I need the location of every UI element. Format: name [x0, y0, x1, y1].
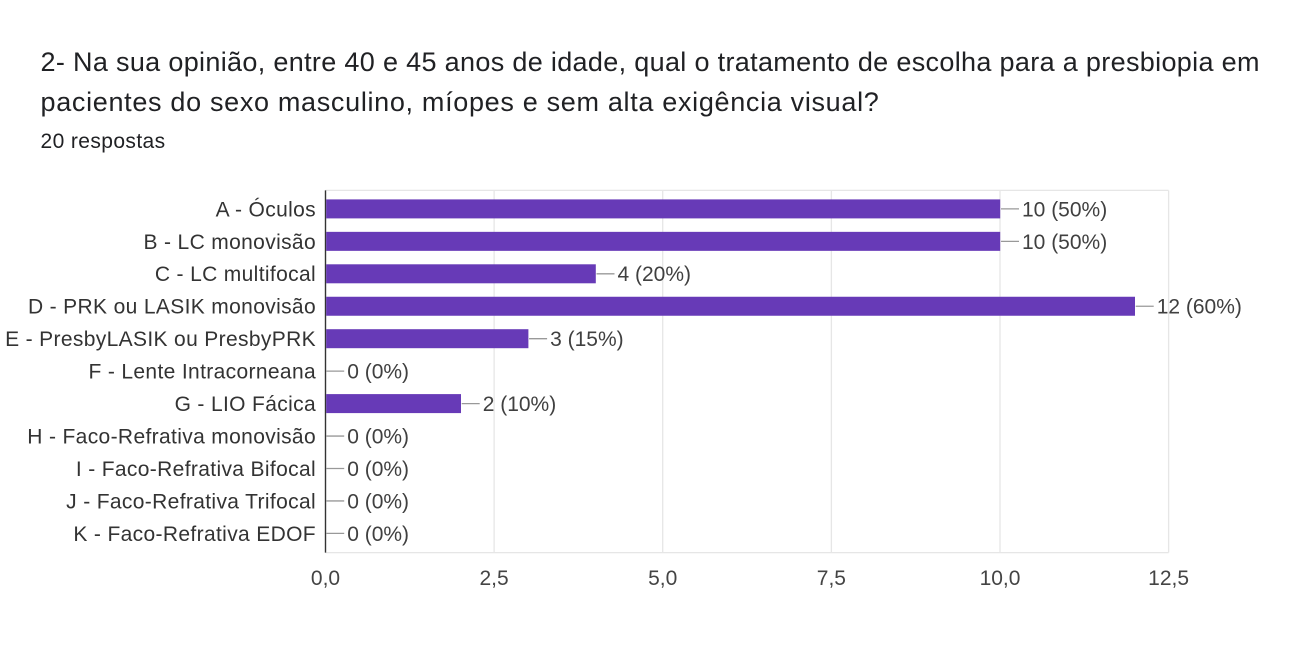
svg-text:4 (20%): 4 (20%) [618, 263, 692, 286]
svg-text:A - Óculos: A - Óculos [216, 198, 316, 221]
svg-text:2- Na sua opinião, entre 40 e: 2- Na sua opinião, entre 40 e 45 anos de… [41, 47, 1260, 77]
svg-text:5,0: 5,0 [648, 567, 677, 590]
svg-text:J - Faco-Refrativa Trifocal: J - Faco-Refrativa Trifocal [66, 490, 316, 513]
svg-text:0 (0%): 0 (0%) [347, 425, 409, 448]
svg-text:0 (0%): 0 (0%) [347, 361, 409, 384]
svg-text:12 (60%): 12 (60%) [1157, 296, 1242, 319]
svg-text:I - Faco-Refrativa Bifocal: I - Faco-Refrativa Bifocal [76, 458, 316, 481]
svg-text:B - LC monovisão: B - LC monovisão [143, 231, 316, 254]
svg-text:0 (0%): 0 (0%) [347, 458, 409, 481]
svg-text:20 respostas: 20 respostas [41, 130, 166, 153]
svg-text:7,5: 7,5 [817, 567, 846, 590]
svg-text:C - LC multifocal: C - LC multifocal [155, 263, 316, 286]
svg-text:3 (15%): 3 (15%) [550, 328, 624, 351]
svg-text:2,5: 2,5 [479, 567, 508, 590]
svg-text:10,0: 10,0 [980, 567, 1021, 590]
svg-text:10 (50%): 10 (50%) [1022, 198, 1107, 221]
svg-text:2 (10%): 2 (10%) [483, 393, 557, 416]
svg-text:E - PresbyLASIK ou PresbyPRK: E - PresbyLASIK ou PresbyPRK [5, 328, 316, 351]
svg-text:H - Faco-Refrativa monovisão: H - Faco-Refrativa monovisão [27, 425, 316, 448]
svg-text:0 (0%): 0 (0%) [347, 490, 409, 513]
svg-text:12,5: 12,5 [1148, 567, 1189, 590]
svg-text:D - PRK ou LASIK monovisão: D - PRK ou LASIK monovisão [28, 296, 316, 319]
svg-text:10 (50%): 10 (50%) [1022, 231, 1107, 254]
svg-text:0,0: 0,0 [311, 567, 340, 590]
svg-text:F - Lente Intracorneana: F - Lente Intracorneana [88, 361, 316, 384]
svg-text:0 (0%): 0 (0%) [347, 523, 409, 546]
svg-text:K - Faco-Refrativa EDOF: K - Faco-Refrativa EDOF [73, 523, 316, 546]
svg-text:pacientes do sexo masculino, m: pacientes do sexo masculino, míopes e se… [41, 87, 880, 117]
svg-text:G - LIO Fácica: G - LIO Fácica [175, 393, 316, 416]
